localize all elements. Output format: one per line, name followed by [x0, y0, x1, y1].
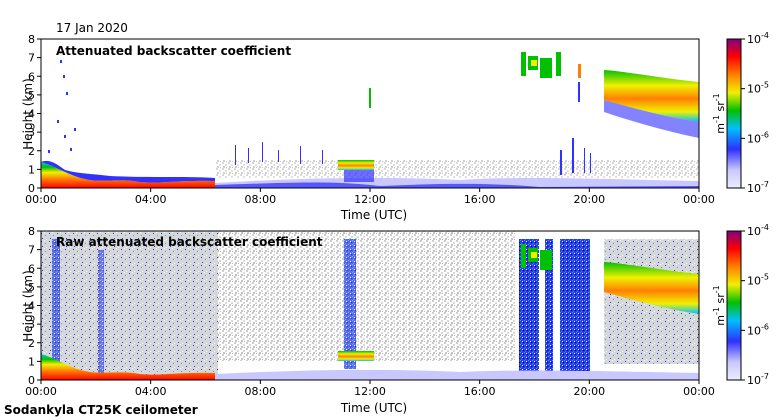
x-axis: 00:00 04:00 08:00 12:00 16:00 20:00 00:00	[25, 188, 715, 206]
evening-cloud	[604, 70, 699, 122]
boundary-layer-blue	[215, 182, 699, 188]
noise-gray	[215, 160, 699, 178]
y-tick-label: 6	[28, 262, 35, 275]
y-tick-label: 4	[28, 108, 35, 121]
noise-strip-2	[98, 250, 104, 380]
y-tick-label: 0	[28, 182, 35, 195]
y-tick-label: 4	[28, 300, 35, 313]
noise-middle	[218, 231, 516, 361]
colorbar-tick-label: 10-5	[747, 81, 769, 96]
y-tick-label: 5	[28, 89, 35, 102]
y-tick-label: 7	[28, 52, 35, 65]
surface-layer	[41, 162, 215, 188]
colorbar-tick-label: 10-7	[747, 372, 769, 387]
y-tick-label: 5	[28, 281, 35, 294]
x-axis: 00:00 04:00 08:00 12:00 16:00 20:00 00:00	[25, 380, 715, 398]
x-axis-label: Time (UTC)	[340, 208, 407, 222]
y-tick-label: 2	[28, 337, 35, 350]
y-axis: 0 1 2 3 4 5 6 7 8	[28, 225, 41, 387]
x-tick-label: 20:00	[573, 385, 605, 398]
surface-blue-top	[41, 160, 215, 183]
colorbar-max-label: 10-4	[747, 31, 769, 46]
cloud-midday	[338, 351, 374, 361]
x-tick-label: 00:00	[25, 193, 57, 206]
mid-cloud-18utc	[521, 244, 552, 270]
panel-attenuated: Attenuated backscatter coefficient 0 1 2 3 4…	[21, 33, 715, 222]
noise-strip-19b	[560, 239, 590, 380]
colorbar-top: 10-4 10-5 10-6 10-7 m-1 sr-1	[712, 31, 769, 195]
y-axis-label: Height (km)	[21, 78, 35, 149]
noise-left	[41, 231, 218, 380]
heatmap-layer	[41, 52, 699, 188]
heatmap-layer	[41, 231, 699, 380]
x-axis-label: Time (UTC)	[340, 401, 407, 415]
colorbar-tick-label: 10-7	[747, 180, 769, 195]
x-tick-label: 08:00	[244, 193, 276, 206]
instrument-label: Sodankyla CT25K ceilometer	[4, 403, 198, 417]
y-tick-label: 0	[28, 374, 35, 387]
scattered-streaks	[235, 138, 591, 175]
noise-strip-1	[52, 239, 60, 380]
x-tick-label: 00:00	[683, 385, 715, 398]
panel-title: Raw attenuated backscatter coefficient	[56, 235, 323, 249]
y-tick-label: 6	[28, 70, 35, 83]
noise-strip-11	[344, 239, 356, 369]
cloud-midday-base	[344, 170, 374, 182]
panel-raw: Raw attenuated backscatter coefficient 0…	[21, 225, 715, 415]
y-tick-label: 8	[28, 225, 35, 238]
colorbar-bottom: 10-4 10-5 10-6 10-7 m-1 sr-1	[712, 223, 769, 387]
evening-cloud-fringe	[604, 100, 699, 138]
scattered-points-early	[48, 60, 76, 153]
x-tick-label: 20:00	[573, 193, 605, 206]
colorbar-tick-label: 10-5	[747, 273, 769, 288]
date-label: 17 Jan 2020	[56, 21, 128, 35]
x-tick-label: 00:00	[683, 193, 715, 206]
colorbar-gradient	[726, 230, 742, 381]
isolated-echo	[369, 88, 371, 108]
cloud-midday	[338, 160, 374, 170]
y-tick-label: 3	[28, 126, 35, 139]
boundary-layer-low	[215, 369, 699, 380]
x-tick-label: 04:00	[135, 193, 167, 206]
surface-layer	[41, 354, 215, 380]
y-tick-label: 2	[28, 145, 35, 158]
x-tick-label: 08:00	[244, 385, 276, 398]
x-tick-label: 12:00	[354, 385, 386, 398]
x-tick-label: 16:00	[464, 193, 496, 206]
y-tick-label: 1	[28, 355, 35, 368]
colorbar-unit: m-1 sr-1	[712, 93, 727, 133]
noise-strip-19	[545, 239, 553, 380]
colorbar-tick-label: 10-6	[747, 322, 769, 337]
y-axis: 0 1 2 3 4 5 6 7 8	[28, 33, 41, 195]
y-tick-label: 8	[28, 33, 35, 46]
x-tick-label: 12:00	[354, 193, 386, 206]
colorbar-unit: m-1 sr-1	[712, 285, 727, 325]
colorbar-gradient	[726, 38, 742, 189]
x-tick-label: 00:00	[25, 385, 57, 398]
colorbar-tick-label: 10-6	[747, 130, 769, 145]
y-tick-label: 1	[28, 163, 35, 176]
x-tick-label: 16:00	[464, 385, 496, 398]
colorbar-max-label: 10-4	[747, 223, 769, 238]
mid-cloud-18utc	[521, 52, 581, 102]
noise-strip-18	[519, 239, 539, 380]
panel-title: Attenuated backscatter coefficient	[56, 44, 291, 58]
y-tick-label: 3	[28, 318, 35, 331]
y-axis-label: Height (km)	[21, 270, 35, 341]
x-tick-label: 04:00	[135, 385, 167, 398]
evening-cloud	[604, 262, 699, 314]
y-tick-label: 7	[28, 244, 35, 257]
